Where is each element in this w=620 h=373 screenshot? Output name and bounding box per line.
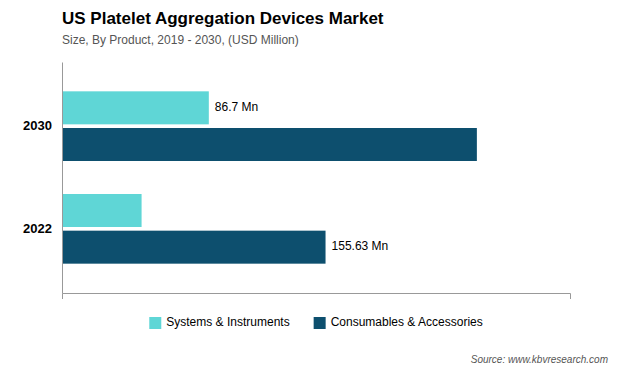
y-tick-label: 2030: [23, 118, 52, 133]
x-axis: [63, 294, 571, 300]
annotations: 86.7 Mn 155.63 Mn: [215, 100, 388, 253]
title: US Platelet Aggregation Devices Market: [62, 9, 384, 28]
legend-item: Consumables & Accessories: [314, 315, 483, 329]
legend-swatch: [149, 317, 161, 329]
bar: [62, 91, 209, 124]
y-axis: 2030 2022: [23, 63, 62, 294]
bar: [62, 231, 326, 264]
annotation: 86.7 Mn: [215, 100, 258, 114]
legend-swatch: [314, 317, 326, 329]
chart-svg: US Platelet Aggregation Devices Market Si…: [0, 0, 620, 373]
bars: [62, 91, 477, 263]
annotation: 155.63 Mn: [332, 239, 389, 253]
plot: 2030 2022 86.7 Mn 155.63 Mn: [23, 63, 570, 300]
chart-container: US Platelet Aggregation Devices Market Si…: [0, 0, 620, 373]
bar: [62, 128, 477, 161]
y-axis-line: [62, 63, 63, 294]
legend-label: Systems & Instruments: [166, 315, 289, 329]
y-tick: 2022: [23, 221, 62, 236]
legend-item: Systems & Instruments: [149, 315, 289, 329]
legend-label: Consumables & Accessories: [331, 315, 483, 329]
legend: Systems & Instruments Consumables & Acces…: [149, 315, 482, 329]
x-axis-line: [63, 294, 571, 300]
source: Source: www.kbvresearch.com: [471, 354, 608, 365]
y-tick: 2030: [23, 118, 62, 133]
bar: [62, 194, 142, 227]
y-tick-label: 2022: [23, 221, 52, 236]
subtitle: Size, By Product, 2019 - 2030, (USD Mill…: [62, 33, 299, 47]
